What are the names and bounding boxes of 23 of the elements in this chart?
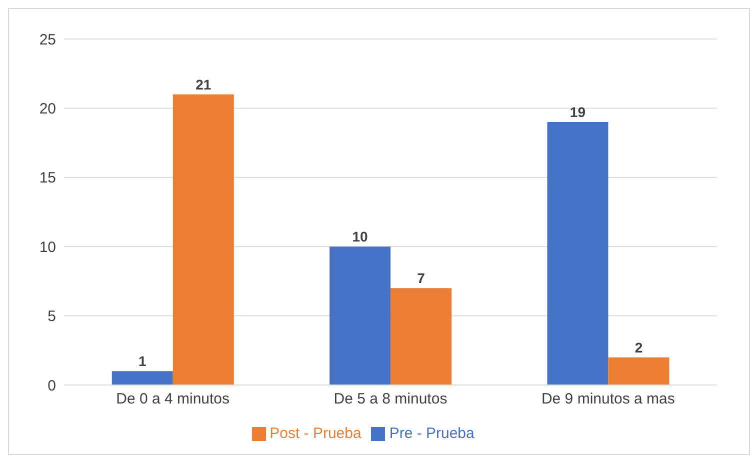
legend-label: Post - Prueba — [270, 425, 362, 442]
y-tick-label: 5 — [48, 308, 56, 326]
bar — [172, 94, 234, 385]
y-tick-label: 10 — [39, 238, 56, 256]
data-label: 21 — [196, 76, 212, 92]
x-tick-label: De 0 a 4 minutos — [116, 390, 230, 408]
y-tick-label: 0 — [48, 377, 56, 394]
data-label: 19 — [570, 104, 586, 120]
y-tick-label: 15 — [39, 170, 56, 187]
bar — [112, 371, 173, 385]
bar — [547, 122, 608, 385]
bar — [330, 246, 391, 385]
legend-label: Pre - Prueba — [389, 425, 474, 442]
data-label: 1 — [138, 353, 146, 370]
y-tick-label: 25 — [39, 31, 56, 48]
x-tick-label: De 9 minutos a mas — [541, 390, 675, 408]
data-label: 2 — [634, 339, 643, 356]
bar — [608, 357, 670, 385]
y-tick-label: 20 — [39, 100, 56, 118]
data-label: 10 — [352, 228, 368, 245]
x-tick-label: De 5 a 8 minutos — [334, 390, 448, 408]
data-label: 7 — [417, 270, 426, 286]
bar — [390, 288, 452, 385]
